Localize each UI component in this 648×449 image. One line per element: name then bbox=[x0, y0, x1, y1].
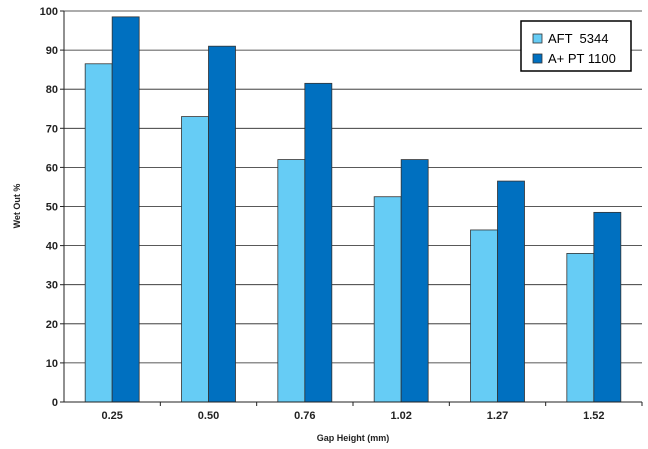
bar-series-1-1.02 bbox=[400, 159, 429, 403]
bar-series-1-0.50 bbox=[208, 45, 236, 403]
bar-series-0-1.27 bbox=[470, 229, 498, 403]
x-axis-label: Gap Height (mm) bbox=[317, 433, 390, 443]
x-tick-label: 0.50 bbox=[198, 410, 219, 422]
y-tick-label: 30 bbox=[46, 280, 58, 292]
legend-swatch-aft-5344 bbox=[532, 33, 543, 44]
y-tick-label: 80 bbox=[46, 84, 58, 96]
bar-series-0-0.76 bbox=[277, 159, 306, 403]
bar-series-1-1.52 bbox=[593, 211, 622, 403]
bar-series-1-1.27 bbox=[497, 180, 525, 403]
bar-series-0-1.52 bbox=[566, 253, 595, 403]
y-tick-label: 100 bbox=[40, 6, 58, 18]
y-tick-label: 50 bbox=[46, 202, 58, 214]
grid-lines bbox=[60, 10, 642, 403]
y-tick-labels: 0 10 20 30 40 50 60 70 80 90 100 bbox=[40, 6, 58, 409]
x-tick-label: 1.02 bbox=[390, 410, 411, 422]
x-tick-label: 0.76 bbox=[294, 410, 315, 422]
x-tick-label: 1.27 bbox=[487, 410, 508, 422]
bar-series-1-0.25 bbox=[111, 16, 140, 403]
legend: AFT 5344 A+ PT 1100 bbox=[520, 20, 632, 72]
x-tick-labels: 0.25 0.50 0.76 1.02 1.27 1.52 bbox=[101, 402, 643, 422]
bar-series-0-0.25 bbox=[84, 63, 113, 403]
bar-series-0-1.02 bbox=[373, 196, 402, 403]
y-tick-label: 70 bbox=[46, 123, 58, 135]
legend-swatch-a-pt-1100 bbox=[532, 53, 543, 64]
bar-series-1-0.76 bbox=[304, 82, 333, 403]
legend-label-aft-5344: AFT 5344 bbox=[548, 31, 608, 46]
bars bbox=[84, 16, 622, 403]
y-tick-label: 0 bbox=[52, 397, 58, 409]
y-axis-label: Wet Out % bbox=[12, 184, 22, 229]
bar-series-0-0.50 bbox=[181, 116, 209, 403]
y-tick-label: 60 bbox=[46, 162, 58, 174]
y-tick-label: 20 bbox=[46, 319, 58, 331]
y-tick-label: 40 bbox=[46, 241, 58, 253]
y-tick-label: 10 bbox=[46, 358, 58, 370]
x-tick-label: 0.25 bbox=[101, 410, 122, 422]
legend-label-a-pt-1100: A+ PT 1100 bbox=[548, 51, 616, 66]
y-tick-label: 90 bbox=[46, 45, 58, 57]
x-tick-label: 1.52 bbox=[583, 410, 604, 422]
